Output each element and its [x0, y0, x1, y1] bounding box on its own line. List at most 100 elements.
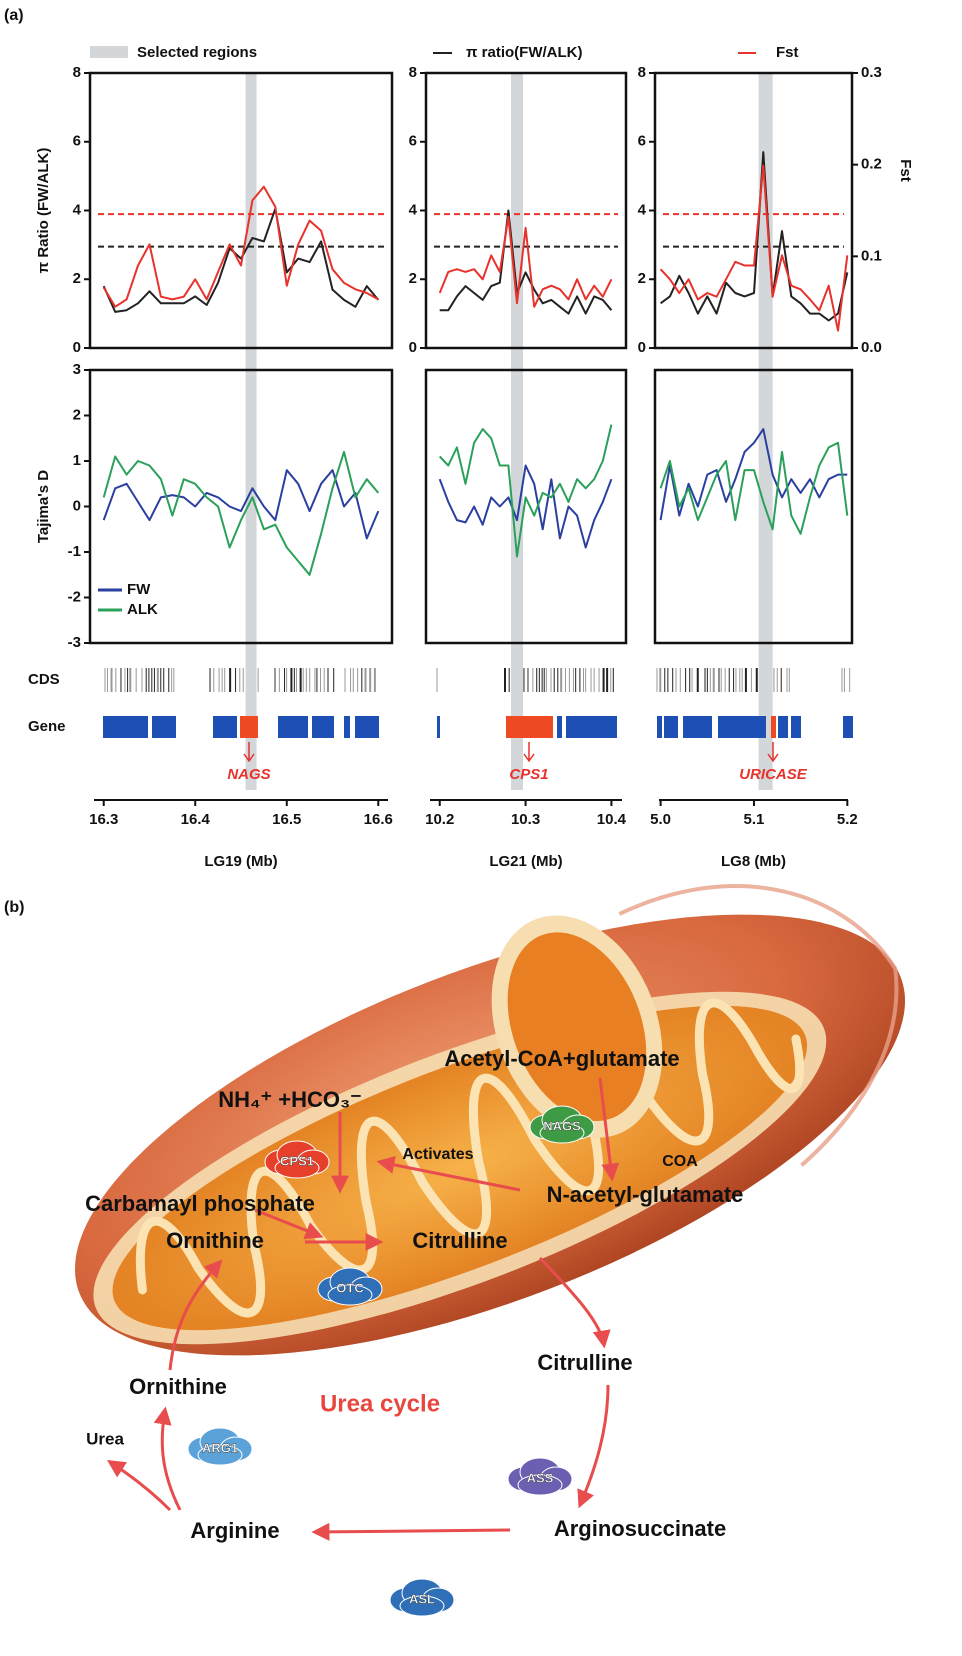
y-tick-label: 4: [409, 201, 418, 218]
enzyme-label: ARG1: [202, 1440, 238, 1455]
enzyme: ASS: [507, 1457, 573, 1496]
cycle-title: Urea cycle: [320, 1390, 440, 1417]
y-tick-label: 8: [73, 64, 81, 81]
y2-tick-label: 0.2: [861, 156, 882, 173]
series-line: [438, 215, 613, 308]
y-tick-label: 2: [73, 270, 81, 287]
y-tick-label: 0: [638, 339, 646, 356]
legend-label: Fst: [776, 44, 799, 61]
cds-label: CDS: [28, 671, 60, 688]
x-tick-label: 16.5: [272, 811, 301, 828]
enzyme-label: NAGS: [543, 1118, 581, 1133]
node-label: COA: [662, 1153, 698, 1170]
legend-label: Selected regions: [137, 44, 257, 61]
y-tick-label: 3: [73, 361, 81, 378]
series-line: [438, 464, 613, 549]
x-tick-label: 5.1: [744, 811, 765, 828]
y-tick-label: 6: [73, 133, 81, 150]
y-tick-label: 6: [638, 133, 646, 150]
enzyme-shape: [327, 1284, 373, 1306]
gene-arrows: [243, 742, 779, 763]
gene-name: CPS1: [509, 766, 548, 783]
y-tick-label: 4: [638, 201, 647, 218]
pathway-arrows: [106, 1077, 620, 1541]
enzyme: ASL: [389, 1578, 455, 1617]
enzyme: CPS1: [264, 1140, 330, 1179]
node-label: N-acetyl-glutamate: [547, 1182, 744, 1207]
enzyme-shape: [399, 1595, 445, 1617]
series-line: [659, 428, 848, 521]
legend-label: FW: [127, 581, 151, 598]
panel-label: (a): [4, 7, 24, 24]
node-label: Arginine: [190, 1518, 279, 1543]
y2-tick-label: 0.1: [861, 247, 882, 264]
y-tick-label: 4: [73, 201, 82, 218]
node-label: Activates: [402, 1146, 473, 1163]
x-tick-label: 16.3: [89, 811, 118, 828]
series-line: [102, 185, 379, 308]
plot-frame: [88, 368, 394, 645]
y-tick-label: -2: [68, 588, 81, 605]
series-line: [439, 209, 613, 315]
series-line: [102, 450, 380, 576]
node-label: Citrulline: [412, 1228, 507, 1253]
enzyme-shape: [274, 1157, 320, 1179]
enzyme: NAGS: [529, 1105, 595, 1144]
y-tick-label: 0: [409, 339, 417, 356]
y-tick-label: -3: [68, 634, 81, 651]
y-tick-label: 2: [409, 270, 417, 287]
x-axis-label: LG21 (Mb): [489, 853, 562, 870]
node-label: Urea: [86, 1429, 124, 1448]
series-line: [659, 441, 849, 535]
plot-frame: [424, 368, 628, 645]
y-tick-label: 8: [409, 64, 417, 81]
gene-blocks: [103, 716, 853, 738]
enzyme-label: ASS: [527, 1470, 554, 1485]
plot-frame: [653, 71, 854, 350]
x-tick-label: 16.4: [181, 811, 211, 828]
plot-frame: [88, 71, 394, 350]
series-line: [102, 207, 380, 313]
series-line: [102, 469, 380, 540]
enzyme-shape: [197, 1444, 243, 1466]
plot-frame: [424, 71, 628, 350]
panel-label: (b): [4, 899, 24, 916]
panel-a: 0 2 4 6 8 16.3 16.4 16.5 16.6 LG19 (Mb) π Ratio (F…: [35, 44, 914, 870]
diagram-labels: Acetyl-CoA+glutamate NH₄⁺ +HCO₃⁻ N-acetyl-…: [85, 1046, 744, 1617]
x-tick-label: 10.2: [425, 811, 454, 828]
enzyme-label: ASL: [409, 1591, 435, 1606]
enzyme: ARG1: [187, 1427, 253, 1466]
y-tick-label: 8: [638, 64, 646, 81]
y-tick-label: 2: [638, 270, 646, 287]
y-tick-label: 0: [73, 497, 81, 514]
selected-region: [245, 73, 257, 790]
y-tick-label: 0: [73, 339, 81, 356]
legend-label: π ratio(FW/ALK): [466, 44, 582, 61]
series-line: [659, 164, 849, 332]
series-line: [660, 151, 849, 322]
node-label: Ornithine: [129, 1374, 227, 1399]
track-labels: CDS Gene NAGS CPS1 URICASE: [28, 671, 808, 783]
node-label: Citrulline: [537, 1350, 632, 1375]
x-tick-label: 10.3: [511, 811, 540, 828]
node-label: Carbamayl phosphate: [85, 1191, 315, 1216]
selected-region: [510, 73, 523, 790]
enzyme-label: CPS1: [280, 1153, 314, 1168]
enzyme: OTC: [317, 1267, 383, 1306]
series-line: [438, 424, 613, 558]
node-label: Ornithine: [166, 1228, 264, 1253]
gene-name: NAGS: [227, 766, 270, 783]
y-tick-label: 6: [409, 133, 417, 150]
y-tick-label: 1: [73, 452, 81, 469]
enzyme-label: OTC: [336, 1280, 364, 1295]
y2-axis-label: Fst: [897, 159, 914, 182]
legend-label: ALK: [127, 601, 158, 618]
y2-tick-label: 0.0: [861, 339, 882, 356]
legend-swatch: [90, 46, 128, 58]
x-tick-label: 5.2: [837, 811, 858, 828]
y2-tick-label: 0.3: [861, 64, 882, 81]
x-axis-label: LG19 (Mb): [204, 853, 277, 870]
y-axis-label: π Ratio (FW/ALK): [35, 148, 52, 274]
y-tick-label: 2: [73, 406, 81, 423]
